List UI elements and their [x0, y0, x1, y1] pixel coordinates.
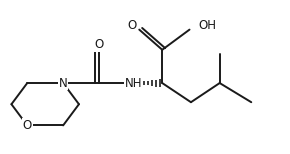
Text: O: O [23, 119, 32, 132]
Text: OH: OH [198, 19, 216, 32]
Text: O: O [127, 19, 137, 32]
Text: N: N [59, 77, 68, 89]
Text: NH: NH [125, 77, 142, 89]
Text: O: O [95, 38, 104, 51]
